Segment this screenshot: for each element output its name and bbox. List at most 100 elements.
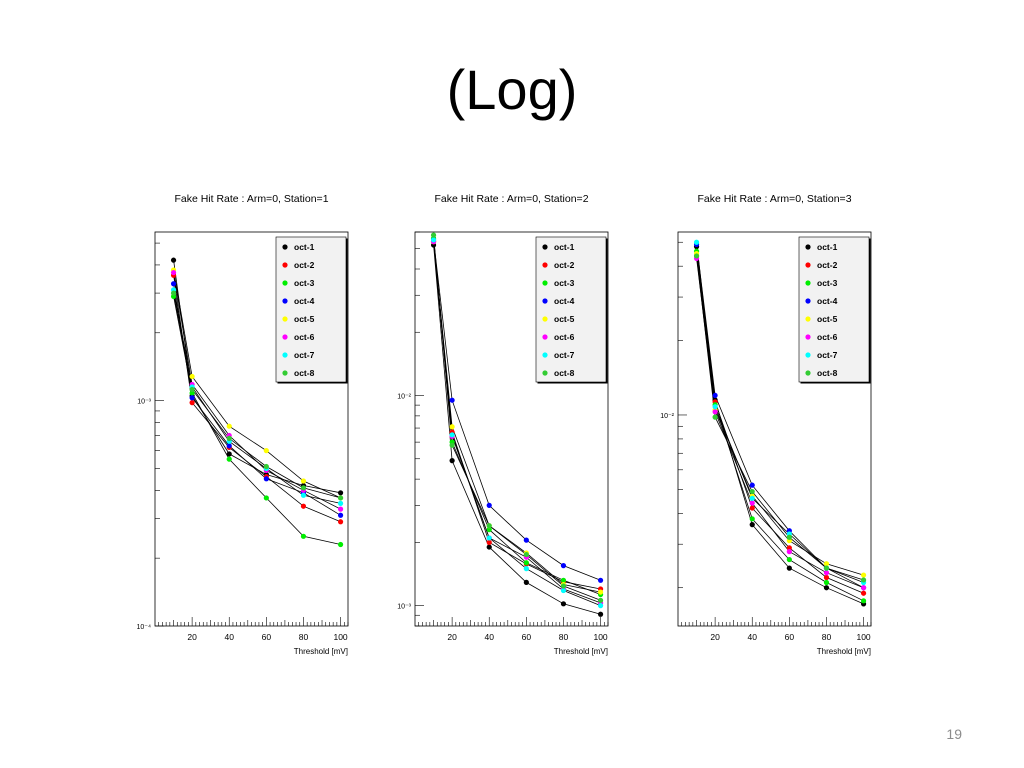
legend-label: oct-5 (554, 314, 575, 324)
data-point-oct-2 (749, 505, 755, 511)
legend-box (798, 236, 870, 383)
data-point-oct-8 (486, 523, 492, 529)
x-tick-label: 80 (822, 632, 832, 642)
data-point-oct-5 (226, 423, 232, 429)
legend-marker-oct-2 (542, 262, 548, 268)
legend-label: oct-6 (817, 332, 838, 342)
data-point-oct-4 (712, 392, 718, 399)
data-point-oct-8 (523, 551, 529, 558)
legend-label: oct-4 (294, 296, 315, 306)
series-line-oct-6 (696, 258, 864, 589)
data-point-oct-7 (523, 566, 529, 572)
data-point-oct-8 (449, 442, 455, 448)
legend-label: oct-6 (294, 332, 315, 342)
data-point-oct-3 (560, 577, 567, 583)
data-point-oct-4 (226, 443, 232, 449)
x-tick-label: 100 (333, 632, 347, 642)
data-point-oct-5 (597, 589, 604, 595)
legend-label: oct-8 (294, 368, 315, 378)
legend-label: oct-1 (294, 242, 315, 252)
legend-label: oct-8 (554, 368, 575, 378)
legend-box (535, 236, 607, 383)
legend-label: oct-4 (817, 296, 838, 306)
data-point-oct-8 (693, 253, 700, 259)
data-point-oct-3 (263, 495, 269, 501)
data-point-oct-5 (823, 561, 830, 567)
data-point-oct-2 (786, 545, 792, 551)
series-group (170, 257, 344, 548)
legend-marker-oct-5 (282, 316, 288, 322)
data-point-oct-3 (189, 390, 195, 396)
legend-marker-oct-8 (282, 370, 288, 376)
legend-label: oct-2 (817, 260, 838, 270)
series-line-oct-4 (696, 244, 864, 589)
data-point-oct-8 (712, 414, 718, 420)
data-point-oct-7 (449, 432, 455, 438)
series-line-oct-8 (433, 235, 601, 601)
chart-station-1: Fake Hit Rate : Arm=0, Station=1 20 40 60 80… (137, 193, 349, 656)
data-point-oct-1 (449, 458, 455, 464)
legend-marker-oct-4 (282, 298, 288, 304)
legend-label: oct-5 (817, 314, 838, 324)
data-point-oct-2 (860, 590, 867, 596)
chart-station-2: Fake Hit Rate : Arm=0, Station=2 20 40 60 80… (397, 193, 609, 656)
legend-label: oct-7 (294, 350, 315, 360)
data-point-oct-7 (430, 237, 437, 243)
data-point-oct-8 (226, 435, 232, 441)
x-tick-label: 20 (187, 632, 197, 642)
series-group (430, 232, 604, 617)
data-point-oct-1 (786, 565, 792, 571)
data-point-oct-3 (300, 533, 307, 539)
legend-marker-oct-3 (542, 280, 548, 286)
data-point-oct-2 (486, 539, 492, 545)
legend-marker-oct-7 (282, 352, 288, 358)
data-point-oct-4 (189, 395, 195, 401)
chart-title: Fake Hit Rate : Arm=0, Station=2 (434, 193, 588, 205)
data-point-oct-4 (486, 502, 492, 508)
data-point-oct-8 (263, 463, 269, 470)
data-point-oct-8 (560, 583, 567, 589)
data-point-oct-8 (749, 488, 755, 495)
x-tick-label: 40 (747, 632, 757, 642)
legend-marker-oct-2 (282, 262, 288, 268)
legend-marker-oct-7 (542, 352, 548, 358)
data-point-oct-5 (263, 448, 269, 454)
x-tick-label: 60 (522, 632, 532, 642)
data-point-oct-8 (170, 290, 177, 296)
data-point-oct-1 (170, 257, 177, 263)
data-point-oct-1 (486, 544, 492, 550)
legend-marker-oct-2 (805, 262, 811, 268)
data-point-oct-8 (597, 597, 604, 603)
legend-marker-oct-7 (805, 352, 811, 358)
data-point-oct-6 (786, 549, 792, 555)
data-point-oct-3 (860, 598, 867, 604)
data-point-oct-7 (486, 535, 492, 541)
data-point-oct-4 (749, 482, 755, 488)
data-point-oct-4 (263, 476, 269, 482)
data-point-oct-1 (597, 611, 604, 617)
data-point-oct-3 (486, 527, 492, 533)
data-point-oct-8 (786, 534, 792, 540)
series-group (693, 239, 867, 607)
y-tick-label: 10⁻³ (137, 399, 151, 406)
legend-label: oct-2 (294, 260, 315, 270)
data-point-oct-2 (337, 519, 344, 525)
y-tick-label: 10⁻⁴ (137, 624, 152, 631)
x-axis-label: Threshold [mV] (554, 647, 608, 656)
data-point-oct-5 (860, 572, 867, 578)
legend-label: oct-1 (817, 242, 838, 252)
data-point-oct-6 (712, 409, 718, 415)
data-point-oct-8 (823, 565, 830, 571)
legend-marker-oct-5 (805, 316, 811, 322)
data-point-oct-6 (749, 500, 755, 506)
series-line-oct-8 (173, 293, 341, 499)
legend-marker-oct-8 (805, 370, 811, 376)
legend-label: oct-5 (294, 314, 315, 324)
legend-marker-oct-3 (282, 280, 288, 286)
legend-marker-oct-4 (542, 298, 548, 304)
legend-marker-oct-1 (542, 244, 548, 250)
x-tick-label: 60 (785, 632, 795, 642)
data-point-oct-2 (300, 503, 307, 509)
x-tick-label: 80 (299, 632, 309, 642)
data-point-oct-3 (749, 516, 755, 522)
